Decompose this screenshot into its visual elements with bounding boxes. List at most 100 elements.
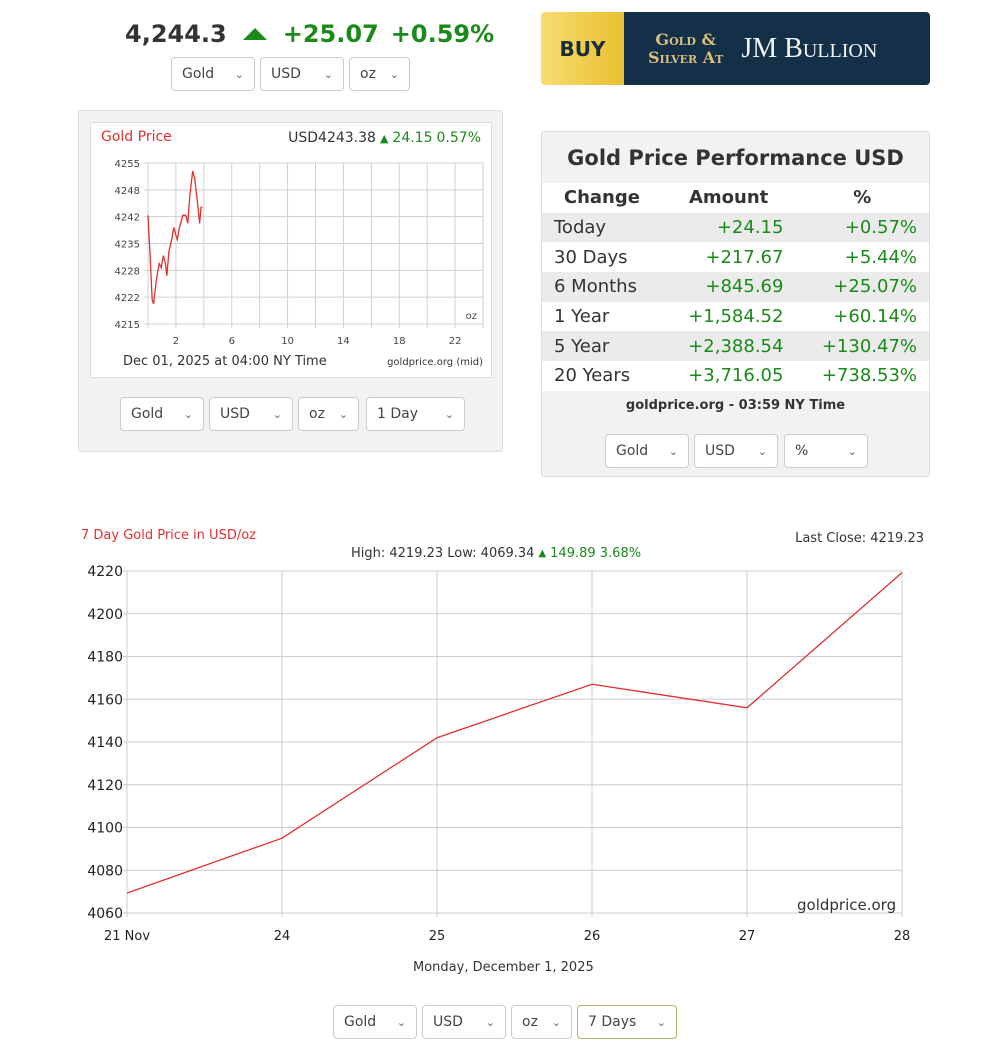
amount: +3,716.05 [661, 361, 796, 391]
y-tick-label: 4235 [115, 240, 140, 251]
small-chart-date: Dec 01, 2025 at 04:00 NY Time [123, 354, 327, 369]
unit-label: oz [466, 311, 477, 322]
y-tick-label: 4200 [87, 607, 123, 623]
chevron-down-icon: ⌄ [183, 407, 193, 421]
currency-select[interactable]: USD ⌄ [422, 1005, 506, 1039]
ad-buy: BUY [541, 12, 624, 85]
y-tick-label: 4215 [115, 320, 140, 331]
chevron-down-icon: ⌄ [323, 67, 333, 81]
chevron-down-icon: ⌄ [396, 1015, 406, 1029]
select-value: USD [220, 406, 250, 422]
up-arrow-icon [242, 28, 267, 40]
table-row: Today +24.15 +0.57% [542, 212, 929, 243]
metal-select[interactable]: Gold ⌄ [333, 1005, 417, 1039]
x-tick-label: 14 [337, 336, 350, 347]
select-value: Gold [131, 406, 164, 422]
currency-select[interactable]: USD ⌄ [260, 57, 344, 91]
seven-day-chart: 4220 4200 4180 4160 4140 4120 4100 4080 4060 21 N… [87, 564, 911, 944]
select-value: USD [705, 443, 735, 459]
y-tick-label: 4220 [87, 564, 123, 580]
percent: +60.14% [795, 301, 929, 332]
chart-date: Monday, December 1, 2025 [413, 960, 594, 975]
percent: +5.44% [795, 242, 929, 273]
big-chart-title: 7 Day Gold Price in USD/oz [81, 528, 256, 543]
price-line [147, 170, 203, 305]
col-amount: Amount [689, 187, 769, 209]
chevron-down-icon: ⌄ [444, 407, 454, 421]
performance-table: Change Amount % Today +24.15 +0.57% 30 Days… [542, 183, 929, 391]
metal-select[interactable]: Gold ⌄ [171, 57, 255, 91]
performance-title: Gold Price Performance USD [567, 146, 904, 170]
period-select[interactable]: 1 Day ⌄ [366, 397, 465, 431]
x-tick-label: 6 [229, 336, 235, 347]
currency-select[interactable]: USD ⌄ [694, 434, 778, 468]
y-tick-label: 4080 [87, 863, 123, 879]
period: Today [542, 212, 662, 243]
x-tick-label: 22 [449, 336, 462, 347]
currency-select[interactable]: USD ⌄ [209, 397, 293, 431]
table-row: 20 Years +3,716.05 +738.53% [542, 361, 929, 391]
y-tick-label: 4180 [87, 650, 123, 666]
metal-select[interactable]: Gold ⌄ [605, 434, 689, 468]
select-value: % [795, 443, 809, 459]
y-tick-label: 4140 [87, 735, 123, 751]
small-chart-percent: 0.57% [436, 130, 481, 146]
last-close: Last Close: 4219.23 [795, 531, 924, 546]
select-value: 7 Days [588, 1014, 637, 1030]
unit-select[interactable]: oz ⌄ [511, 1005, 572, 1039]
select-value: Gold [616, 443, 649, 459]
performance-card: Gold Price Performance USD Change Amount… [541, 131, 930, 477]
table-row: 1 Year +1,584.52 +60.14% [542, 301, 929, 332]
watermark: goldprice.org [797, 896, 897, 914]
chevron-down-icon: ⌄ [668, 444, 678, 458]
chevron-down-icon: ⌄ [234, 67, 244, 81]
x-tick-label: 24 [274, 929, 291, 944]
y-tick-label: 4060 [87, 906, 123, 922]
ad-brand: JM Bullion [741, 32, 878, 64]
x-tick-label: 18 [393, 336, 406, 347]
x-tick-label: 28 [894, 929, 911, 944]
y-tick-label: 4255 [115, 159, 140, 170]
amount: +217.67 [661, 242, 796, 273]
amount: +1,584.52 [661, 301, 796, 332]
select-value: Gold [182, 66, 215, 82]
chevron-down-icon: ⌄ [757, 444, 767, 458]
select-value: 1 Day [377, 406, 419, 422]
table-row: 6 Months +845.69 +25.07% [542, 272, 929, 302]
high-low: High: 4219.23 Low: 4069.34 [351, 546, 535, 561]
y-tick-label: 4120 [87, 778, 123, 794]
chevron-down-icon: ⌄ [656, 1015, 666, 1029]
col-percent: % [853, 187, 872, 209]
x-tick-label: 25 [429, 929, 446, 944]
period-select[interactable]: 7 Days ⌄ [577, 1005, 677, 1039]
jm-bullion-ad[interactable]: BUY Gold & Silver At JM Bullion [541, 12, 930, 85]
mode-select[interactable]: % ⌄ [784, 434, 868, 468]
price-line [126, 572, 903, 894]
small-chart-source: goldprice.org (mid) [387, 357, 483, 368]
x-tick-label: 10 [281, 336, 294, 347]
x-tick-label: 27 [739, 929, 756, 944]
period: 20 Years [542, 361, 662, 391]
period: 30 Days [542, 242, 662, 273]
metal-select[interactable]: Gold ⌄ [120, 397, 204, 431]
x-tick-label: 21 Nov [104, 929, 150, 944]
x-tick-label: 26 [584, 929, 601, 944]
unit-select[interactable]: oz ⌄ [349, 57, 410, 91]
intraday-chart: 4255 4248 4242 4235 4228 4222 4215 2 6 10 14 18 22 oz [115, 159, 484, 347]
chevron-down-icon: ⌄ [272, 407, 282, 421]
small-chart-price: USD4243.38 [288, 130, 376, 146]
select-value: USD [271, 66, 301, 82]
ticker: 4,244.3 +25.07 +0.59% [125, 20, 494, 48]
table-row: 5 Year +2,388.54 +130.47% [542, 331, 929, 362]
percent: +0.57% [795, 212, 929, 243]
select-value: Gold [344, 1014, 377, 1030]
y-tick-label: 4248 [115, 186, 140, 197]
ad-line1: Gold & [655, 29, 716, 49]
small-chart-title: Gold Price [101, 129, 172, 145]
percent: +130.47% [795, 331, 929, 362]
unit-select[interactable]: oz ⌄ [298, 397, 359, 431]
select-value: oz [360, 66, 376, 82]
y-tick-label: 4228 [115, 266, 140, 277]
select-value: oz [309, 406, 325, 422]
y-tick-label: 4222 [115, 293, 140, 304]
